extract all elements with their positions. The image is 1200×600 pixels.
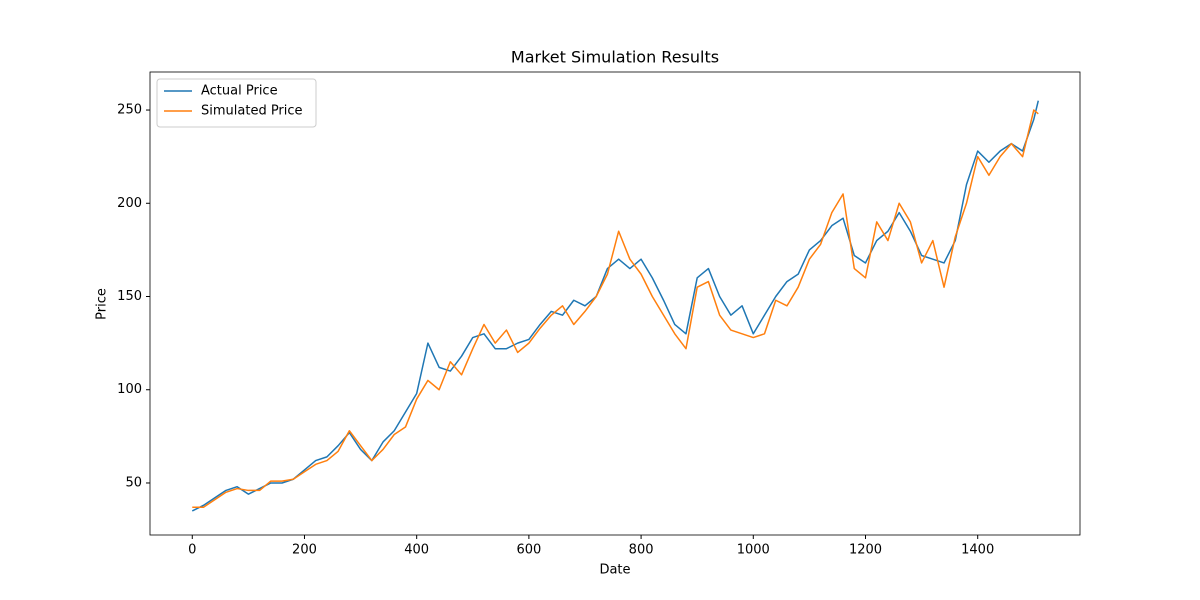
- x-tick-label: 1400: [961, 543, 994, 558]
- price-line: [191, 100, 1040, 512]
- y-tick-label: 200: [117, 196, 142, 211]
- x-tick-label: 0: [188, 543, 196, 558]
- y-tick-label: 250: [117, 103, 142, 118]
- x-tick-label: 1200: [849, 543, 882, 558]
- x-tick-label: 400: [404, 543, 429, 558]
- x-tick-label: 600: [516, 543, 541, 558]
- legend-label: Actual Price: [201, 84, 278, 99]
- x-axis-label: Date: [599, 563, 630, 578]
- legend-label: Simulated Price: [201, 104, 303, 119]
- chart-title: Market Simulation Results: [511, 48, 719, 67]
- x-tick-label: 800: [629, 543, 654, 558]
- x-tick-label: 200: [292, 543, 317, 558]
- plot-frame: [149, 71, 1081, 536]
- y-tick-label: 100: [117, 382, 142, 397]
- x-tick-label: 1000: [737, 543, 770, 558]
- y-tick-label: 50: [125, 475, 142, 490]
- y-tick-label: 150: [117, 289, 142, 304]
- price-line: [192, 109, 1039, 508]
- y-axis-label: Price: [95, 288, 110, 320]
- legend-box: [156, 78, 317, 128]
